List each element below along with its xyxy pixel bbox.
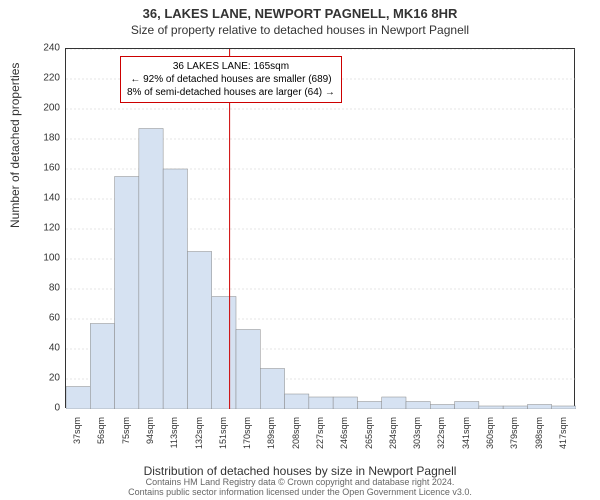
histogram-bar xyxy=(479,406,503,409)
y-tick-label: 100 xyxy=(43,253,60,264)
x-tick-label: 398sqm xyxy=(534,417,544,467)
annotation-box: 36 LAKES LANE: 165sqm ← 92% of detached … xyxy=(120,56,342,103)
x-tick-label: 322sqm xyxy=(436,417,446,467)
annotation-line-2: ← 92% of detached houses are smaller (68… xyxy=(127,73,335,86)
histogram-bar xyxy=(455,402,479,410)
histogram-bar xyxy=(503,406,527,409)
histogram-bar xyxy=(430,405,454,410)
x-tick-label: 75sqm xyxy=(121,417,131,467)
histogram-bar xyxy=(527,405,551,410)
x-tick-label: 360sqm xyxy=(485,417,495,467)
histogram-bar xyxy=(333,397,357,409)
histogram-bar xyxy=(260,369,284,410)
x-tick-label: 417sqm xyxy=(558,417,568,467)
x-tick-label: 189sqm xyxy=(266,417,276,467)
x-tick-label: 151sqm xyxy=(218,417,228,467)
histogram-bar xyxy=(285,394,309,409)
histogram-bar xyxy=(139,129,163,410)
x-tick-label: 113sqm xyxy=(169,417,179,467)
y-tick-label: 60 xyxy=(49,313,60,324)
chart-container: 36, LAKES LANE, NEWPORT PAGNELL, MK16 8H… xyxy=(0,0,600,500)
y-tick-label: 140 xyxy=(43,193,60,204)
annotation-line-3: 8% of semi-detached houses are larger (6… xyxy=(127,86,335,99)
histogram-bar xyxy=(406,402,430,410)
histogram-bar xyxy=(187,252,211,410)
x-tick-label: 208sqm xyxy=(291,417,301,467)
histogram-bar xyxy=(212,297,236,410)
chart-title-sub: Size of property relative to detached ho… xyxy=(0,21,600,37)
x-tick-label: 265sqm xyxy=(364,417,374,467)
histogram-bar xyxy=(382,397,406,409)
y-tick-label: 240 xyxy=(43,43,60,54)
chart-title-main: 36, LAKES LANE, NEWPORT PAGNELL, MK16 8H… xyxy=(0,0,600,21)
x-tick-label: 37sqm xyxy=(72,417,82,467)
y-tick-label: 20 xyxy=(49,373,60,384)
y-tick-label: 220 xyxy=(43,73,60,84)
x-tick-label: 56sqm xyxy=(96,417,106,467)
x-tick-label: 341sqm xyxy=(461,417,471,467)
y-tick-label: 40 xyxy=(49,343,60,354)
x-tick-label: 284sqm xyxy=(388,417,398,467)
y-axis-label: Number of detached properties xyxy=(8,63,22,228)
chart-svg xyxy=(66,49,576,409)
histogram-bar xyxy=(357,402,381,410)
x-axis-label: Distribution of detached houses by size … xyxy=(0,464,600,478)
y-tick-label: 160 xyxy=(43,163,60,174)
attribution-line-2: Contains public sector information licen… xyxy=(0,488,600,498)
x-tick-label: 132sqm xyxy=(194,417,204,467)
histogram-bar xyxy=(552,406,576,409)
y-tick-label: 80 xyxy=(49,283,60,294)
x-tick-label: 303sqm xyxy=(412,417,422,467)
y-tick-label: 120 xyxy=(43,223,60,234)
x-tick-label: 170sqm xyxy=(242,417,252,467)
histogram-bar xyxy=(90,324,114,410)
attribution: Contains HM Land Registry data © Crown c… xyxy=(0,478,600,498)
y-tick-label: 200 xyxy=(43,103,60,114)
histogram-bar xyxy=(236,330,260,410)
histogram-bar xyxy=(115,177,139,410)
y-tick-label: 0 xyxy=(54,403,60,414)
x-tick-label: 246sqm xyxy=(339,417,349,467)
annotation-line-1: 36 LAKES LANE: 165sqm xyxy=(127,60,335,73)
x-tick-label: 94sqm xyxy=(145,417,155,467)
histogram-bar xyxy=(309,397,333,409)
x-tick-label: 227sqm xyxy=(315,417,325,467)
histogram-bar xyxy=(66,387,90,410)
histogram-bar xyxy=(163,169,187,409)
y-tick-label: 180 xyxy=(43,133,60,144)
x-tick-label: 379sqm xyxy=(509,417,519,467)
